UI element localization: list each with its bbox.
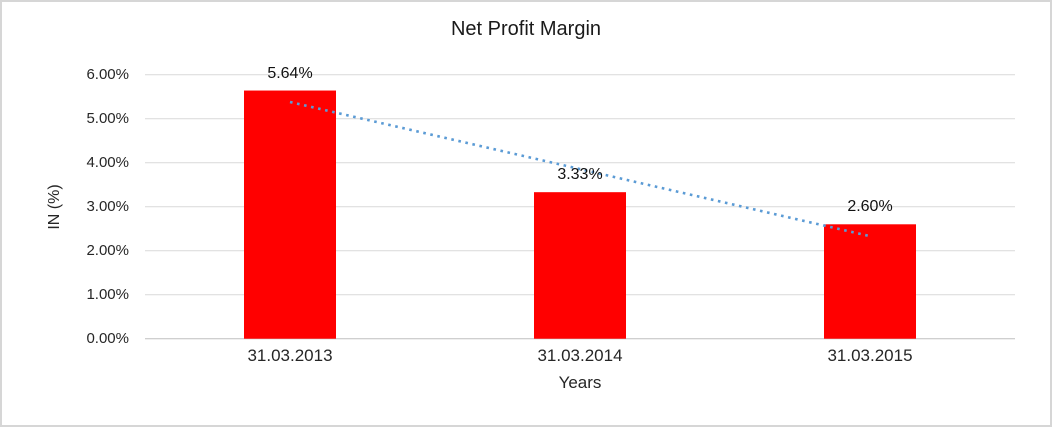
y-tick-label: 6.00% [86, 65, 129, 83]
y-tick-label: 2.00% [86, 241, 129, 259]
bar-data-label: 5.64% [267, 64, 313, 82]
bar-data-label: 3.33% [557, 166, 603, 184]
bar-31.03.2014 [534, 192, 626, 339]
x-tick-label: 31.03.2013 [247, 346, 333, 365]
x-tick-label: 31.03.2015 [827, 346, 913, 365]
bar-31.03.2013 [244, 90, 336, 339]
bar-data-label: 2.60% [847, 198, 893, 216]
y-tick-label: 5.00% [86, 109, 129, 127]
trendline [289, 100, 871, 238]
y-tick-label: 4.00% [86, 153, 129, 171]
x-axis-title: Years [558, 373, 602, 392]
y-tick-label: 3.00% [86, 197, 129, 215]
chart-title: Net Profit Margin [450, 18, 602, 40]
bar-31.03.2015 [824, 224, 916, 339]
y-tick-label: 1.00% [86, 285, 129, 303]
x-tick-label: 31.03.2014 [537, 346, 623, 365]
y-tick-label: 0.00% [86, 329, 129, 347]
